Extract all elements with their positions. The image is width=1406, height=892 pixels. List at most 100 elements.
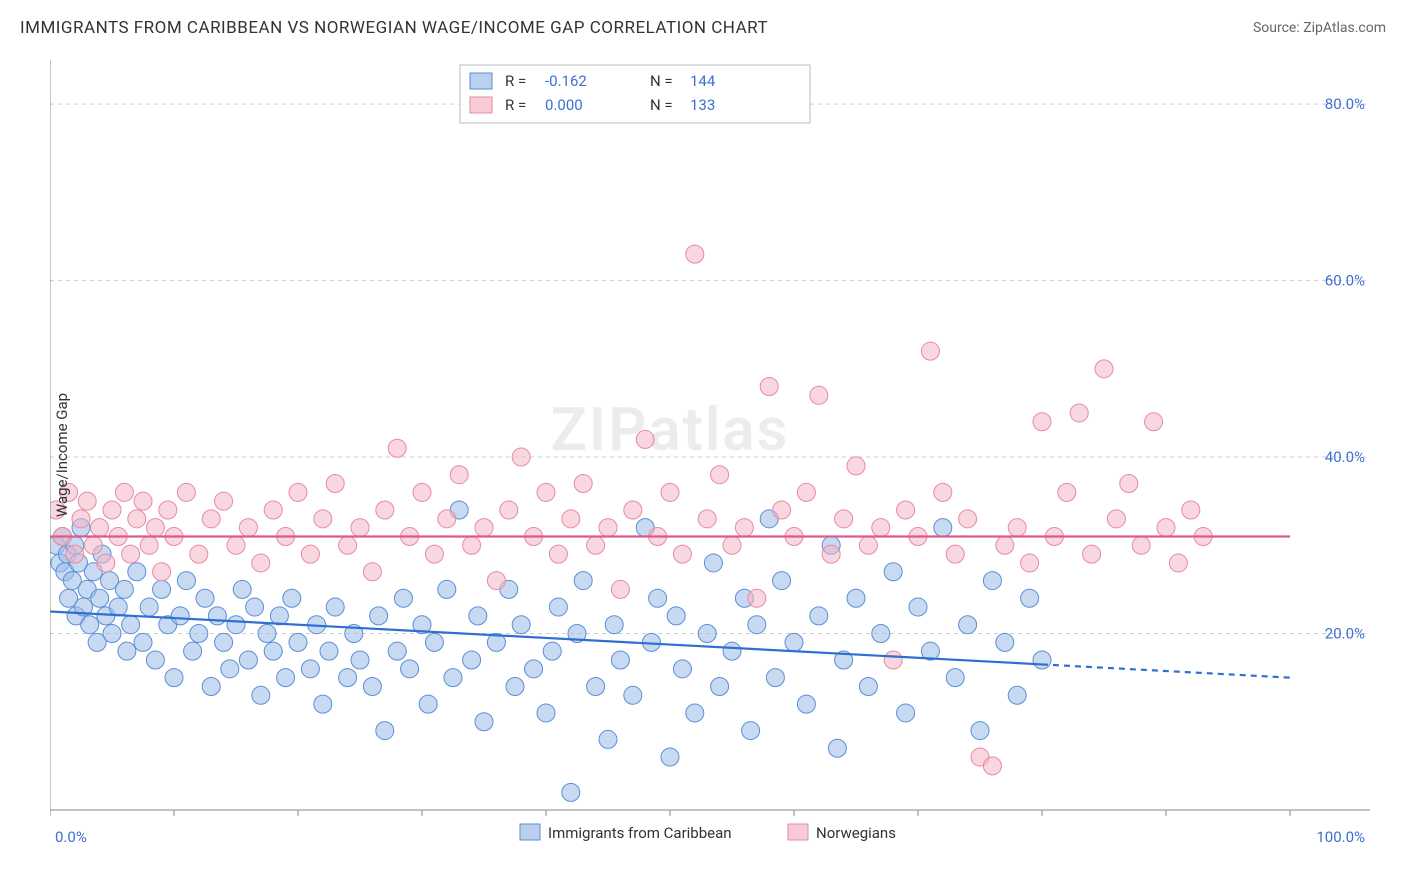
data-point: [959, 510, 977, 528]
data-point: [624, 501, 642, 519]
data-point: [711, 677, 729, 695]
data-point: [574, 572, 592, 590]
data-point: [184, 642, 202, 660]
data-point: [673, 660, 691, 678]
data-point: [549, 545, 567, 563]
data-point: [122, 545, 140, 563]
data-point: [909, 598, 927, 616]
data-point: [401, 660, 419, 678]
data-point: [872, 625, 890, 643]
data-point: [128, 563, 146, 581]
data-point: [264, 642, 282, 660]
data-point: [115, 580, 133, 598]
data-point: [301, 545, 319, 563]
data-point: [1107, 510, 1125, 528]
data-point: [438, 580, 456, 598]
data-point: [742, 722, 760, 740]
data-point: [624, 686, 642, 704]
data-point: [146, 519, 164, 537]
data-point: [983, 757, 1001, 775]
data-point: [611, 651, 629, 669]
data-point: [661, 483, 679, 501]
legend-r-label: R =: [505, 72, 526, 90]
y-tick-label: 80.0%: [1325, 95, 1365, 113]
data-point: [134, 633, 152, 651]
data-point: [283, 589, 301, 607]
legend-r-label: R =: [505, 96, 526, 114]
data-point: [469, 607, 487, 625]
data-point: [109, 598, 127, 616]
data-point: [239, 519, 257, 537]
legend-series-label: Norwegians: [816, 824, 896, 842]
data-point: [525, 660, 543, 678]
data-point: [314, 510, 332, 528]
data-point: [822, 545, 840, 563]
data-point: [425, 545, 443, 563]
data-point: [611, 580, 629, 598]
data-point: [314, 695, 332, 713]
data-point: [165, 669, 183, 687]
data-point: [487, 572, 505, 590]
data-point: [686, 245, 704, 263]
data-point: [766, 669, 784, 687]
data-point: [118, 642, 136, 660]
legend-swatch: [470, 73, 492, 89]
data-point: [289, 483, 307, 501]
legend-swatch: [520, 824, 540, 840]
legend-r-value: -0.162: [545, 72, 587, 90]
data-point: [1083, 545, 1101, 563]
data-point: [1058, 483, 1076, 501]
source-name: ZipAtlas.com: [1303, 20, 1386, 36]
chart-header: IMMIGRANTS FROM CARIBBEAN VS NORWEGIAN W…: [20, 18, 1386, 38]
data-point: [698, 510, 716, 528]
data-point: [859, 536, 877, 554]
data-point: [884, 651, 902, 669]
data-point: [91, 519, 109, 537]
data-point: [934, 519, 952, 537]
data-point: [202, 677, 220, 695]
data-point: [797, 483, 815, 501]
legend-swatch: [470, 97, 492, 113]
data-point: [773, 501, 791, 519]
data-point: [599, 519, 617, 537]
data-point: [847, 589, 865, 607]
y-axis-label: Wage/Income Gap: [53, 393, 71, 517]
series-legend: Immigrants from CaribbeanNorwegians: [520, 824, 896, 842]
data-point: [1070, 404, 1088, 422]
data-point: [934, 483, 952, 501]
data-point: [1132, 536, 1150, 554]
data-point: [419, 695, 437, 713]
data-point: [1008, 686, 1026, 704]
data-point: [78, 492, 96, 510]
data-point: [537, 483, 555, 501]
data-point: [537, 704, 555, 722]
data-point: [698, 625, 716, 643]
data-point: [159, 501, 177, 519]
data-point: [146, 651, 164, 669]
data-point: [66, 545, 84, 563]
data-point: [506, 677, 524, 695]
data-point: [810, 386, 828, 404]
watermark: ZIPatlas: [551, 394, 790, 465]
data-point: [208, 607, 226, 625]
data-point: [574, 475, 592, 493]
data-point: [587, 536, 605, 554]
data-point: [1120, 475, 1138, 493]
data-point: [115, 483, 133, 501]
data-point: [760, 377, 778, 395]
data-point: [376, 501, 394, 519]
data-point: [1033, 651, 1051, 669]
data-point: [84, 536, 102, 554]
data-point: [971, 722, 989, 740]
data-point: [252, 686, 270, 704]
legend-swatch: [788, 824, 808, 840]
data-point: [500, 501, 518, 519]
x-tick-label: 0.0%: [55, 828, 87, 846]
legend-n-value: 144: [690, 72, 716, 90]
data-point: [425, 633, 443, 651]
data-point: [239, 651, 257, 669]
data-point: [91, 589, 109, 607]
data-point: [351, 651, 369, 669]
data-point: [438, 510, 456, 528]
data-point: [711, 466, 729, 484]
